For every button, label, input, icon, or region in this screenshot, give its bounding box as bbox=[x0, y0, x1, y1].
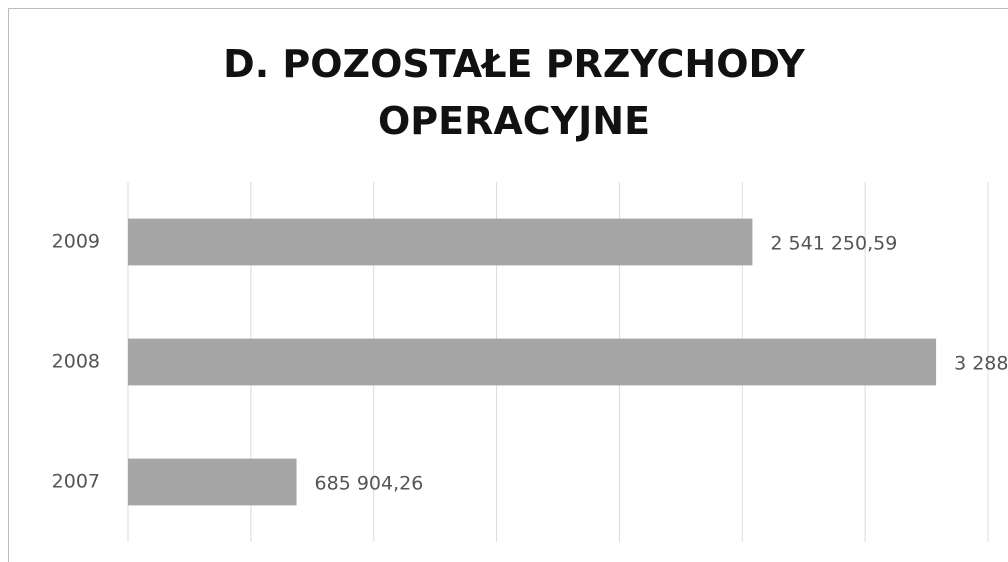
y-tick-label: 2009 bbox=[52, 231, 100, 253]
bar bbox=[128, 218, 753, 266]
chart-title: D. POZOSTAŁE PRZYCHODY OPERACYJNE bbox=[223, 42, 805, 143]
y-tick-label: 2008 bbox=[52, 351, 100, 373]
chart-frame bbox=[8, 8, 1008, 562]
value-label: 2 541 250,59 bbox=[770, 233, 897, 255]
y-tick-label: 2007 bbox=[52, 471, 100, 493]
bar bbox=[128, 338, 937, 386]
value-label: 3 288 757,89 bbox=[954, 353, 1008, 375]
bar bbox=[128, 458, 297, 506]
value-label: 685 904,26 bbox=[315, 473, 424, 495]
